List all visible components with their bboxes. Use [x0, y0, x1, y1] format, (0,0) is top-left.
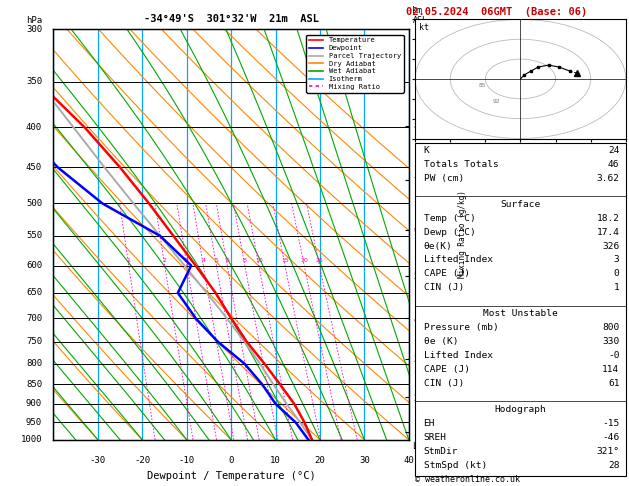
Text: 550: 550	[26, 231, 42, 241]
Text: 450: 450	[26, 163, 42, 172]
Text: 330: 330	[603, 337, 620, 346]
Text: -46: -46	[603, 433, 620, 442]
Text: 6: 6	[225, 258, 229, 263]
Text: -34°49'S  301°32'W  21m  ASL: -34°49'S 301°32'W 21m ASL	[143, 14, 319, 24]
Text: hPa: hPa	[26, 16, 42, 25]
Text: kt: kt	[420, 23, 430, 32]
Text: 850: 850	[26, 380, 42, 389]
Text: StmDir: StmDir	[423, 447, 458, 456]
Text: 1000: 1000	[21, 435, 42, 444]
Text: Temp (°C): Temp (°C)	[423, 214, 476, 223]
Text: θe (K): θe (K)	[423, 337, 458, 346]
Text: 600: 600	[26, 261, 42, 270]
Text: EH: EH	[423, 419, 435, 428]
Text: © weatheronline.co.uk: © weatheronline.co.uk	[415, 474, 520, 484]
Text: 800: 800	[26, 359, 42, 368]
Text: 10: 10	[255, 258, 263, 263]
Text: 10: 10	[270, 456, 281, 465]
Text: 2: 2	[163, 258, 167, 263]
Text: 1: 1	[127, 258, 131, 263]
Text: Mixing Ratio (g/kg): Mixing Ratio (g/kg)	[458, 191, 467, 278]
Text: Pressure (mb): Pressure (mb)	[423, 323, 498, 332]
Text: 114: 114	[603, 365, 620, 374]
Text: 500: 500	[26, 199, 42, 208]
Text: km
ASL: km ASL	[413, 6, 427, 25]
Text: 8: 8	[243, 258, 247, 263]
Text: 800: 800	[603, 323, 620, 332]
Text: -0: -0	[608, 351, 620, 360]
Text: 0: 0	[228, 456, 234, 465]
Text: 30: 30	[359, 456, 370, 465]
Text: CIN (J): CIN (J)	[423, 283, 464, 292]
Text: 650: 650	[26, 288, 42, 297]
Text: PW (cm): PW (cm)	[423, 174, 464, 183]
Text: 24: 24	[608, 146, 620, 155]
Text: CAPE (J): CAPE (J)	[423, 365, 470, 374]
Text: 750: 750	[26, 337, 42, 346]
Text: 17.4: 17.4	[596, 227, 620, 237]
Text: 40: 40	[403, 456, 415, 465]
Text: Dewp (°C): Dewp (°C)	[423, 227, 476, 237]
Text: 326: 326	[603, 242, 620, 250]
Text: 18.2: 18.2	[596, 214, 620, 223]
Text: Most Unstable: Most Unstable	[483, 310, 558, 318]
Text: 46: 46	[608, 160, 620, 169]
Text: Surface: Surface	[501, 200, 540, 209]
Text: 400: 400	[26, 123, 42, 132]
Text: θe(K): θe(K)	[423, 242, 452, 250]
Text: StmSpd (kt): StmSpd (kt)	[423, 461, 487, 469]
Text: Lifted Index: Lifted Index	[423, 351, 493, 360]
Text: 4: 4	[201, 258, 205, 263]
Text: -15: -15	[603, 419, 620, 428]
Text: 20: 20	[314, 456, 325, 465]
Text: 28: 28	[608, 461, 620, 469]
Text: 900: 900	[26, 399, 42, 408]
Text: Totals Totals: Totals Totals	[423, 160, 498, 169]
Text: 1: 1	[614, 283, 620, 292]
Text: 25: 25	[316, 258, 323, 263]
Text: 300: 300	[26, 25, 42, 34]
Text: 15: 15	[281, 258, 289, 263]
Text: CIN (J): CIN (J)	[423, 379, 464, 388]
Text: 0: 0	[614, 269, 620, 278]
Text: 85: 85	[479, 83, 486, 88]
Text: -20: -20	[134, 456, 150, 465]
Text: -30: -30	[90, 456, 106, 465]
Text: -10: -10	[179, 456, 195, 465]
Text: Hodograph: Hodograph	[494, 405, 547, 414]
Text: Lifted Index: Lifted Index	[423, 255, 493, 264]
Text: 61: 61	[608, 379, 620, 388]
Text: 02.05.2024  06GMT  (Base: 06): 02.05.2024 06GMT (Base: 06)	[406, 7, 587, 17]
Text: 950: 950	[26, 418, 42, 427]
Text: 3: 3	[614, 255, 620, 264]
Text: 92: 92	[493, 99, 500, 104]
Text: SREH: SREH	[423, 433, 447, 442]
Text: 20: 20	[300, 258, 308, 263]
Text: CAPE (J): CAPE (J)	[423, 269, 470, 278]
Text: 321°: 321°	[596, 447, 620, 456]
Text: 3: 3	[185, 258, 189, 263]
Text: 3.62: 3.62	[596, 174, 620, 183]
Text: 700: 700	[26, 313, 42, 323]
Text: LCL: LCL	[413, 442, 427, 451]
Text: Dewpoint / Temperature (°C): Dewpoint / Temperature (°C)	[147, 470, 316, 481]
Text: 350: 350	[26, 77, 42, 86]
Legend: Temperature, Dewpoint, Parcel Trajectory, Dry Adiabat, Wet Adiabat, Isotherm, Mi: Temperature, Dewpoint, Parcel Trajectory…	[306, 35, 404, 93]
FancyBboxPatch shape	[415, 143, 626, 476]
Text: 5: 5	[214, 258, 218, 263]
Text: K: K	[423, 146, 430, 155]
